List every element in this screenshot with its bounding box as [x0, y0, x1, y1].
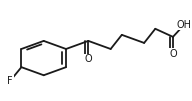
- Text: OH: OH: [177, 20, 192, 30]
- Text: O: O: [84, 54, 92, 64]
- Text: O: O: [169, 48, 177, 59]
- Text: F: F: [7, 76, 13, 86]
